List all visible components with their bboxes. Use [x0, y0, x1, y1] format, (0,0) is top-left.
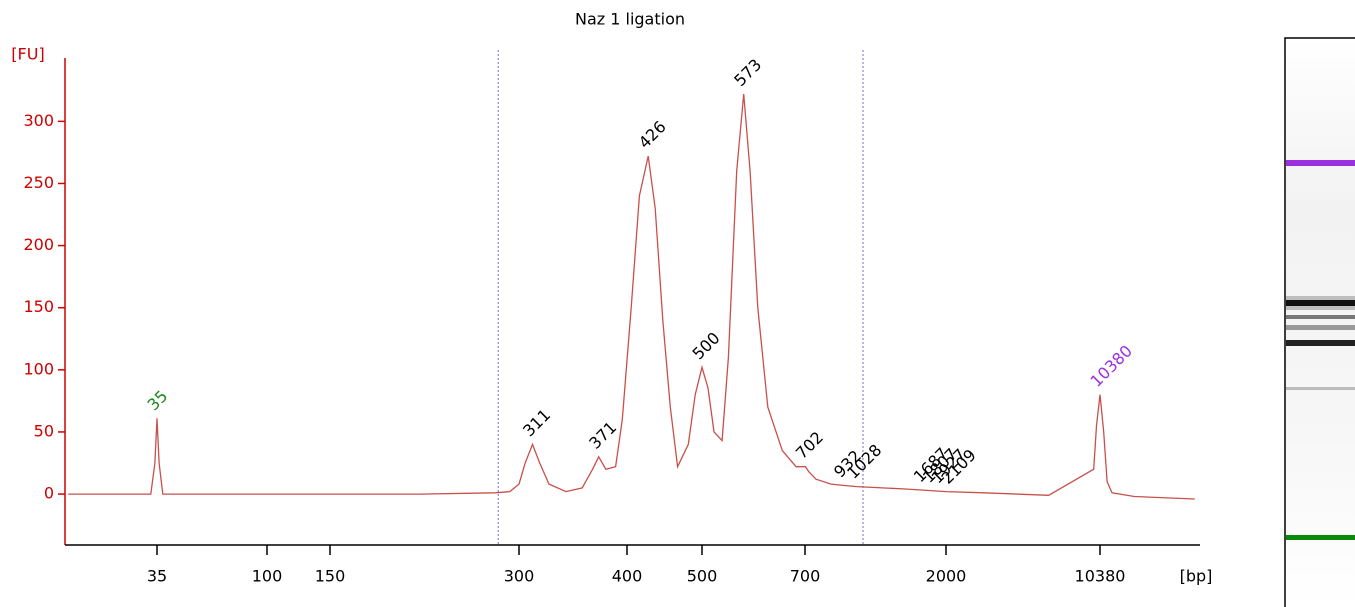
- x-tick-label: 300: [504, 567, 535, 586]
- y-tick-label: 200: [23, 235, 54, 254]
- x-tick-label: 500: [687, 567, 718, 586]
- peak-label: 35: [144, 386, 172, 414]
- y-tick-label: 300: [23, 111, 54, 130]
- trace: [68, 93, 1195, 500]
- x-tick-label: 2000: [926, 567, 967, 586]
- x-tick-label: 100: [252, 567, 283, 586]
- gel-band: [1286, 160, 1355, 166]
- x-tick-label: 400: [612, 567, 643, 586]
- y-tick-label: 0: [44, 484, 54, 503]
- gel-background: [1284, 37, 1355, 607]
- gel-band: [1286, 340, 1355, 346]
- peak-label: 426: [635, 117, 670, 152]
- gel-band: [1286, 535, 1355, 540]
- x-tick-label: 700: [790, 567, 821, 586]
- peak-label: 371: [585, 418, 620, 453]
- y-tick-label: 100: [23, 359, 54, 378]
- gel-lane: [1284, 37, 1355, 607]
- peak-label: 311: [519, 405, 554, 440]
- y-tick-label: 50: [34, 421, 54, 440]
- gel-band: [1286, 300, 1355, 306]
- chart-title: Naz 1 ligation: [575, 10, 685, 29]
- y-tick-label: 150: [23, 297, 54, 316]
- marker-label: 10380: [1087, 341, 1136, 390]
- x-tick-label: 35: [147, 567, 167, 586]
- peak-label: 1028: [843, 440, 885, 482]
- gel-band: [1286, 387, 1355, 390]
- y-axis-label: [FU]: [11, 45, 44, 64]
- x-axis-label: [bp]: [1180, 567, 1213, 586]
- gel-band: [1286, 325, 1355, 330]
- peak-label: 702: [792, 428, 827, 463]
- x-tick-label: 10380: [1075, 567, 1126, 586]
- gel-band: [1286, 315, 1355, 319]
- y-tick-label: 250: [23, 173, 54, 192]
- peak-label: 573: [730, 55, 765, 90]
- peak-label: 500: [689, 328, 724, 363]
- x-tick-label: 150: [315, 567, 346, 586]
